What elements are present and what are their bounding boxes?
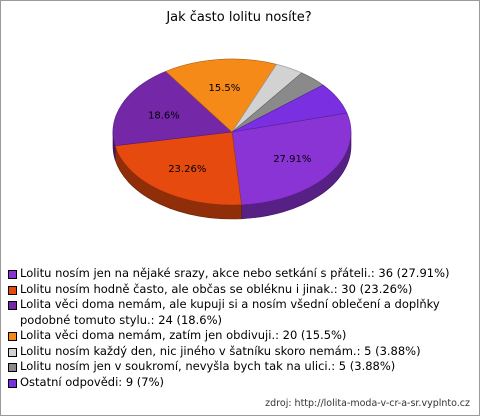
- legend-swatch-1: [8, 270, 17, 279]
- legend: Lolitu nosím jen na nějaké srazy, akce n…: [8, 266, 472, 390]
- legend-label-6: Lolitu nosím jen v soukromí, nevyšla byc…: [20, 359, 396, 373]
- legend-label-2: Lolitu nosím hodně často, ale občas se o…: [20, 281, 413, 296]
- slice-percent-label-4: 15.5%: [208, 83, 240, 94]
- legend-item-3: Lolita věci doma nemám, ale kupuji si a …: [8, 297, 472, 328]
- chart-title: Jak často lolitu nosíte?: [166, 10, 312, 25]
- legend-label-4: Lolita věci doma nemám, zatím jen obdivu…: [20, 328, 347, 342]
- pie-slice-7: [231, 84, 348, 133]
- source-credit: zdroj: http://lolita-moda-v-cr-a-sr.vypl…: [265, 398, 470, 409]
- legend-label-5: Lolitu nosím každý den, nic jiného v šat…: [20, 343, 421, 358]
- pie-chart: 27.91% 23.26% 18.6% 15.5%: [112, 58, 352, 220]
- slice-percent-label-2: 23.26%: [168, 164, 206, 175]
- pie-slice-3: [112, 71, 233, 147]
- legend-label-7: Ostatní odpovědi: 9 (7%): [20, 374, 165, 389]
- slice-percent-label-1: 27.91%: [273, 154, 311, 165]
- legend-item-6: Lolitu nosím jen v soukromí, nevyšla byc…: [8, 359, 472, 375]
- legend-swatch-7: [8, 378, 17, 388]
- pie-slice-2: [114, 131, 242, 206]
- legend-item-4: Lolita věci doma nemám, zatím jen obdivu…: [8, 328, 472, 344]
- legend-swatch-2: [8, 285, 17, 295]
- legend-item-5: Lolitu nosím každý den, nic jiného v šat…: [8, 344, 472, 360]
- legend-swatch-6: [8, 363, 17, 372]
- legend-label-3: Lolita věci doma nemám, ale kupuji si a …: [20, 297, 440, 327]
- pie-slice-4: [165, 58, 278, 133]
- slice-percent-label-3: 18.6%: [148, 111, 180, 122]
- legend-swatch-3: [8, 301, 17, 310]
- legend-item-7: Ostatní odpovědi: 9 (7%): [8, 375, 472, 391]
- pie-slice-1: [231, 112, 352, 206]
- legend-item-1: Lolitu nosím jen na nějaké srazy, akce n…: [8, 266, 472, 282]
- legend-swatch-5: [8, 347, 17, 357]
- legend-item-2: Lolitu nosím hodně často, ale občas se o…: [8, 282, 472, 298]
- legend-label-1: Lolitu nosím jen na nějaké srazy, akce n…: [20, 266, 450, 280]
- legend-swatch-4: [8, 332, 17, 341]
